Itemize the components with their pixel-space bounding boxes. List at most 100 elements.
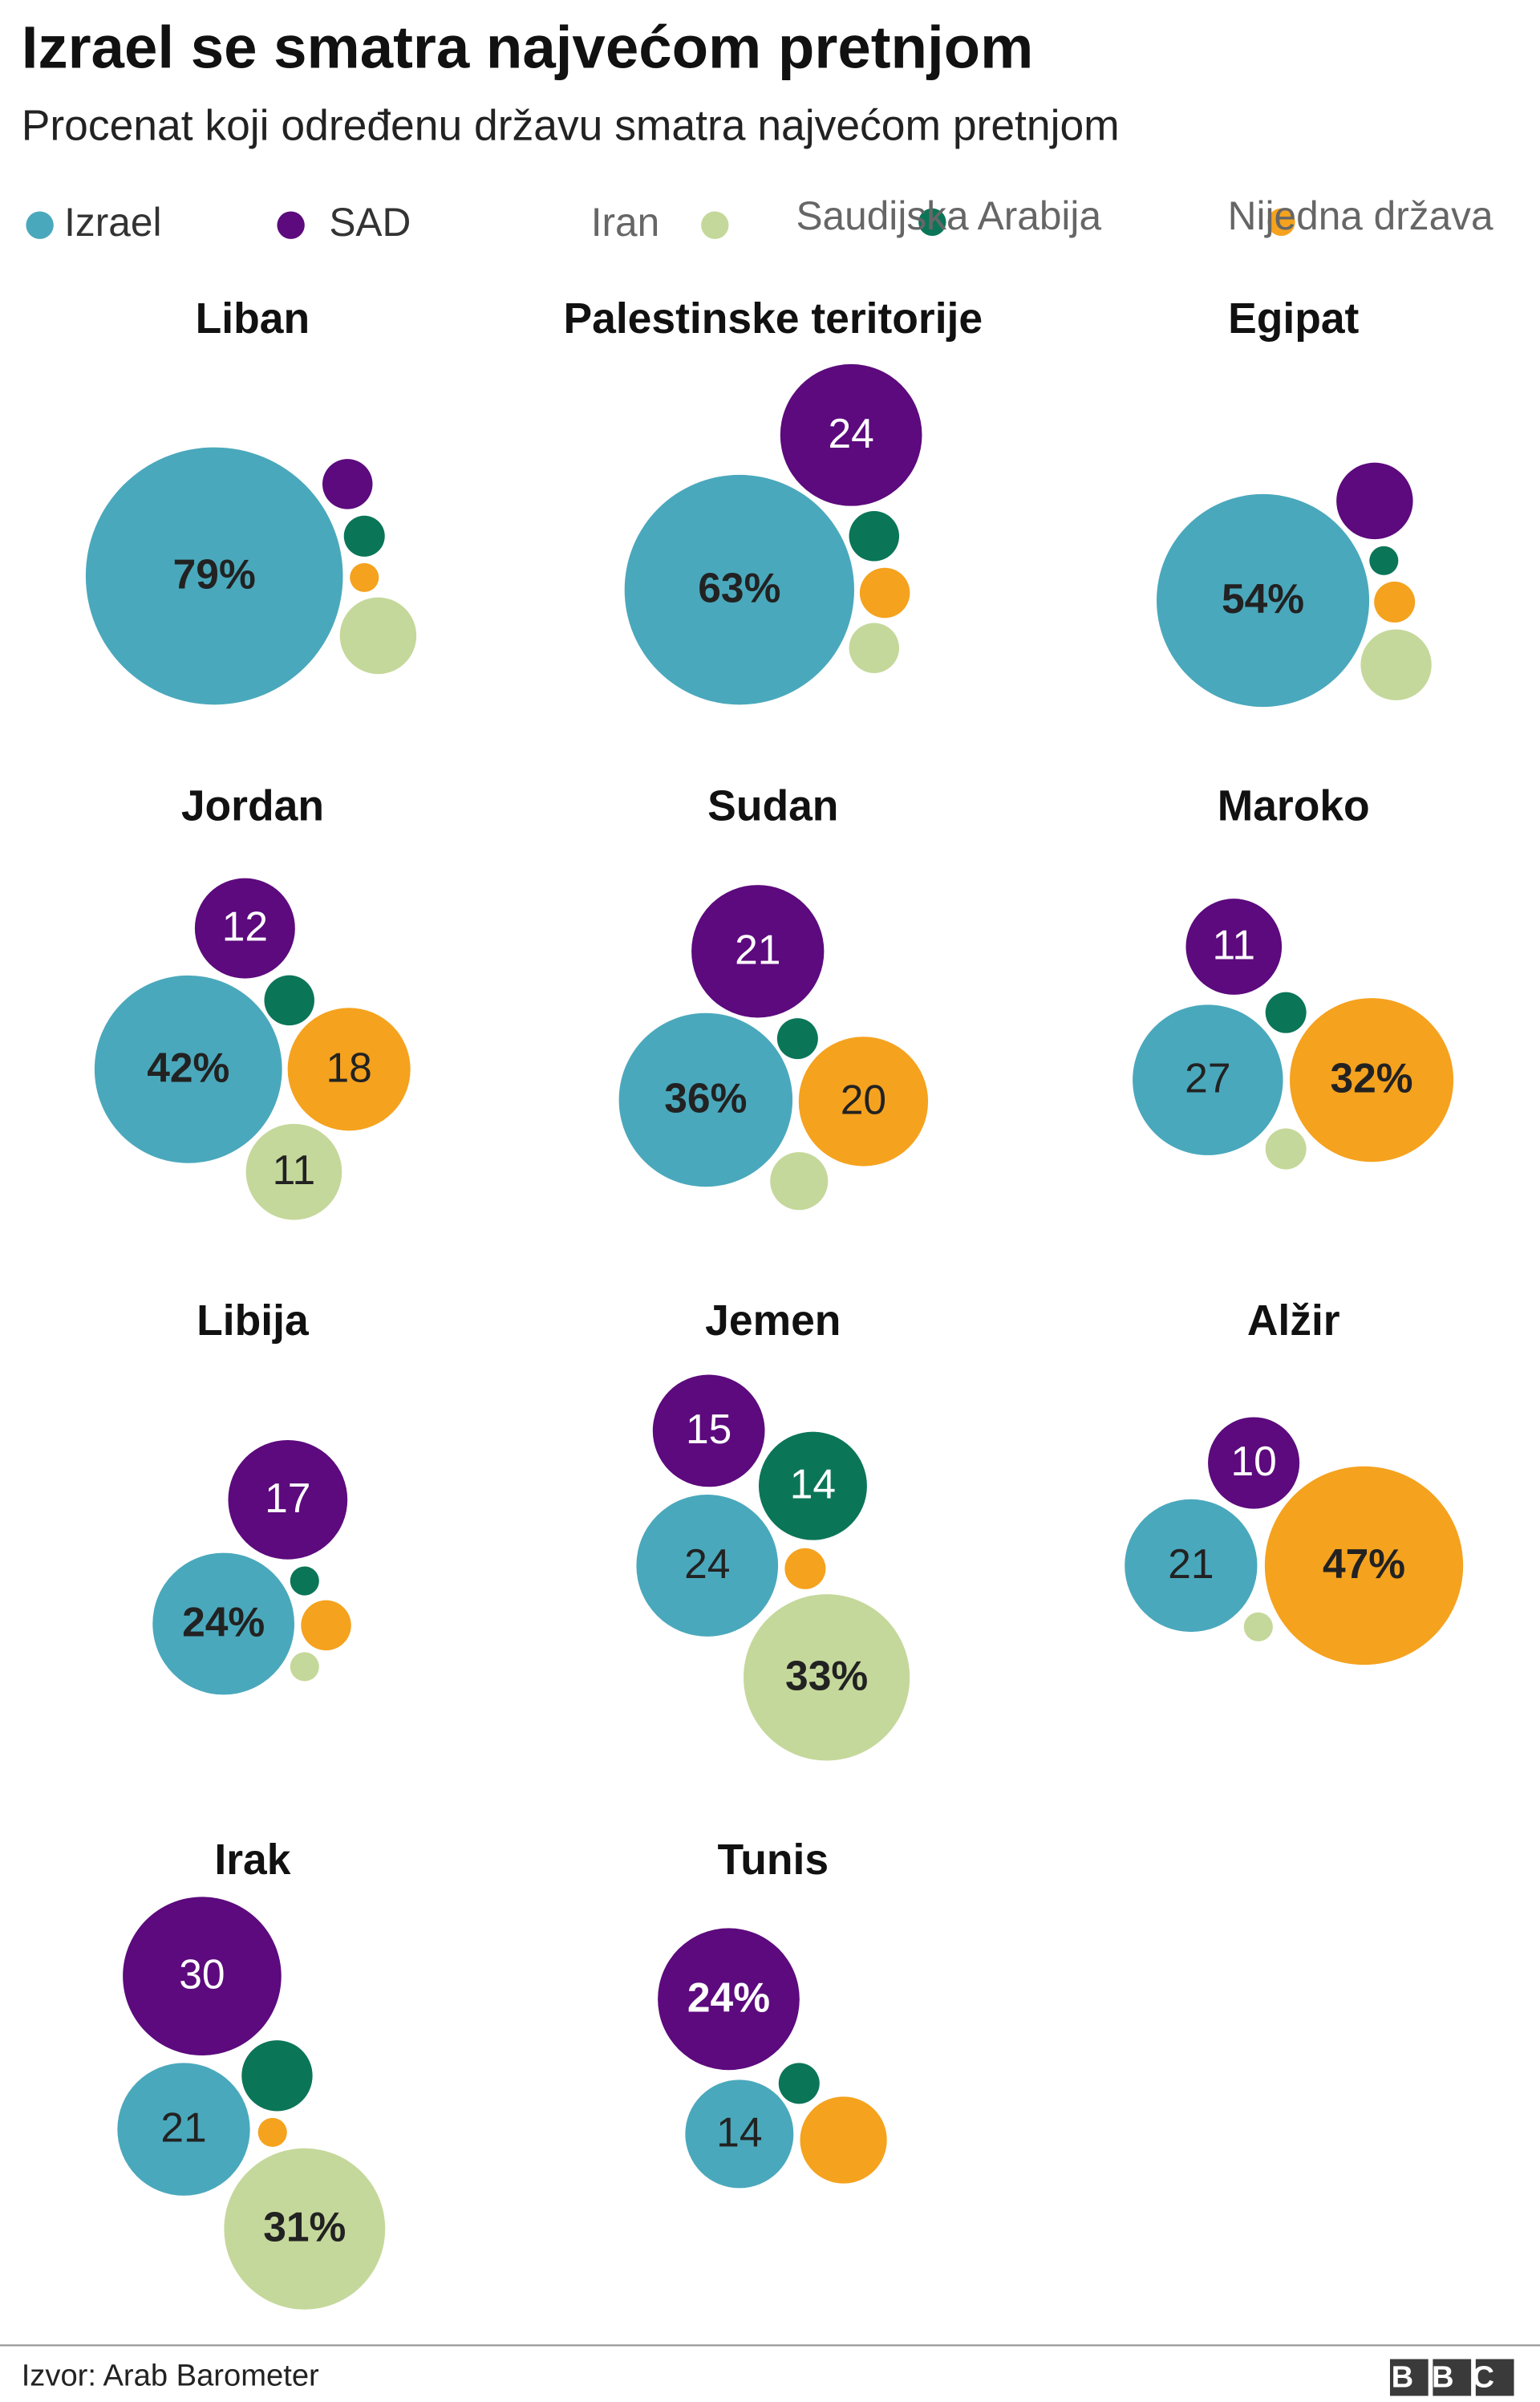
chart-title: Izrael se smatra najvećom pretnjom — [22, 14, 1034, 81]
bubble — [776, 1018, 818, 1060]
bubble — [290, 1566, 319, 1596]
source: Izvor: Arab Barometer — [22, 2359, 319, 2393]
bubble — [800, 2096, 887, 2184]
bubble — [117, 2063, 250, 2196]
bubble — [778, 2063, 820, 2104]
panel-title: Egipat — [1228, 295, 1359, 343]
bubble — [322, 459, 373, 509]
bubble — [94, 975, 282, 1163]
bubble — [1243, 1612, 1273, 1641]
logo-box — [1475, 2359, 1514, 2396]
bubble — [224, 2148, 386, 2310]
panel-title: Tunis — [718, 1836, 829, 1884]
bubble — [1157, 493, 1370, 708]
value-label: 10 — [1230, 1438, 1276, 1484]
bubble — [744, 1594, 910, 1761]
bubble — [194, 878, 295, 979]
panel-title: Jemen — [705, 1297, 841, 1345]
panel-title: Irak — [214, 1836, 290, 1884]
bubble — [228, 1439, 348, 1560]
panel-title: Sudan — [707, 782, 838, 830]
value-label: 30 — [179, 1951, 225, 1998]
value-label: 21 — [160, 2104, 206, 2151]
logo: BBC — [1392, 2359, 1513, 2394]
value-label: 24 — [828, 410, 873, 456]
value-label: 21 — [1168, 1540, 1214, 1587]
value-label: 24% — [182, 1599, 265, 1645]
bubble — [123, 1897, 282, 2056]
legend-marker — [1267, 208, 1295, 237]
bubble — [784, 1548, 826, 1589]
legend-marker — [918, 208, 946, 237]
value-label: 21 — [735, 926, 780, 972]
bubble — [1369, 546, 1399, 575]
panel-title: Jordan — [181, 782, 324, 830]
bubble — [350, 562, 379, 592]
bubble — [339, 597, 417, 675]
bubble — [770, 1152, 829, 1211]
bubble — [1374, 581, 1416, 623]
value-label: 12 — [222, 903, 268, 950]
bubble — [301, 1600, 351, 1651]
panel-title: Alžir — [1247, 1297, 1340, 1345]
value-label: 17 — [265, 1475, 310, 1521]
bubble — [1208, 1417, 1300, 1509]
panel-title: Maroko — [1218, 782, 1370, 830]
value-label: 47% — [1323, 1540, 1405, 1587]
legend-label: Iran — [591, 200, 659, 245]
value-label: 24% — [687, 1974, 770, 2020]
bubble — [798, 1037, 929, 1167]
bubble — [658, 1928, 800, 2071]
value-label: 24 — [684, 1540, 730, 1587]
legend-marker — [701, 211, 729, 239]
bubble — [1360, 629, 1432, 700]
bubble — [636, 1495, 779, 1637]
bubble — [1265, 1128, 1307, 1170]
value-label: 14 — [716, 2108, 762, 2155]
value-label: 54% — [1222, 575, 1304, 622]
bubble — [652, 1374, 765, 1487]
bubble — [343, 515, 385, 557]
bubble — [1265, 992, 1307, 1033]
bubble — [1290, 998, 1454, 1162]
value-label: 11 — [1213, 922, 1255, 968]
bubble — [1133, 1004, 1283, 1155]
value-label: 31% — [263, 2204, 346, 2250]
bubble — [245, 1123, 342, 1220]
bubble — [257, 2117, 287, 2147]
chart-subtitle: Procenat koji određenu državu smatra naj… — [22, 103, 1120, 150]
value-label: 32% — [1331, 1055, 1413, 1102]
panel-title: Palestinske teritorije — [564, 295, 983, 343]
value-label: 11 — [273, 1146, 315, 1193]
value-label: 27 — [1185, 1055, 1230, 1102]
bubble — [1264, 1466, 1464, 1666]
bubble — [624, 474, 854, 705]
value-label: 63% — [698, 565, 780, 611]
bubble — [691, 885, 825, 1018]
bubble — [241, 2040, 313, 2112]
panel-title: Libija — [197, 1297, 310, 1345]
bubble — [849, 511, 900, 562]
bubble — [287, 1008, 411, 1131]
value-label: 36% — [664, 1074, 747, 1121]
bubble — [849, 623, 900, 673]
bubble — [85, 447, 343, 705]
logo-box — [1433, 2359, 1472, 2396]
bubble — [685, 2079, 794, 2189]
value-label: 20 — [841, 1076, 886, 1122]
bubble — [290, 1652, 319, 1682]
value-label: 33% — [785, 1652, 868, 1698]
value-label: 18 — [326, 1044, 371, 1090]
logo-box — [1389, 2359, 1429, 2396]
legend-label: SAD — [329, 200, 411, 245]
bubble — [618, 1012, 793, 1187]
bubble — [264, 975, 314, 1026]
legend-label: Izrael — [64, 200, 161, 245]
bubble — [1185, 899, 1283, 995]
bubble — [758, 1431, 867, 1540]
legend-label: Saudijska Arabija — [796, 193, 1101, 238]
legend-marker — [277, 211, 305, 239]
panel-title: Liban — [196, 295, 310, 343]
legend-marker — [26, 211, 54, 239]
value-label: 14 — [790, 1461, 836, 1507]
